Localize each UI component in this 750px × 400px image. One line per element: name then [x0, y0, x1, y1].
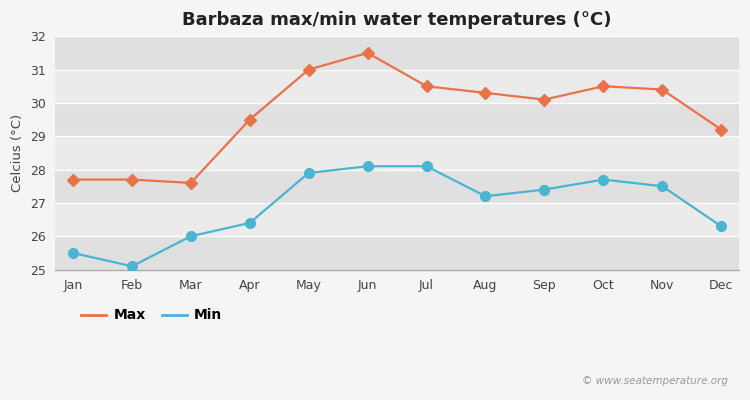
Min — [245, 220, 254, 225]
Min — [717, 224, 726, 229]
Y-axis label: Celcius (°C): Celcius (°C) — [11, 114, 24, 192]
Bar — [56, 170, 739, 203]
Bar — [56, 236, 739, 270]
Line: Min: Min — [68, 161, 726, 271]
Min — [304, 170, 313, 175]
Line: Max: Max — [69, 49, 725, 187]
Max — [128, 177, 136, 182]
Max — [481, 90, 490, 95]
Max — [717, 127, 726, 132]
Min — [128, 264, 136, 269]
Min — [540, 187, 549, 192]
Min — [363, 164, 372, 169]
Text: © www.seatemperature.org: © www.seatemperature.org — [581, 376, 728, 386]
Max — [658, 87, 667, 92]
Min — [68, 250, 77, 255]
Legend: Max, Min: Max, Min — [76, 303, 228, 328]
Min — [658, 184, 667, 189]
Min — [186, 234, 195, 239]
Max — [68, 177, 77, 182]
Min — [598, 177, 608, 182]
Min — [422, 164, 431, 169]
Max — [598, 84, 608, 89]
Title: Barbaza max/min water temperatures (°C): Barbaza max/min water temperatures (°C) — [182, 11, 612, 29]
Bar — [56, 203, 739, 236]
Bar — [56, 70, 739, 103]
Max — [540, 97, 549, 102]
Max — [422, 84, 431, 89]
Bar — [56, 103, 739, 136]
Min — [481, 194, 490, 199]
Max — [245, 117, 254, 122]
Max — [363, 50, 372, 55]
Bar — [56, 136, 739, 170]
Bar — [56, 36, 739, 70]
Max — [186, 180, 195, 185]
Max — [304, 67, 313, 72]
